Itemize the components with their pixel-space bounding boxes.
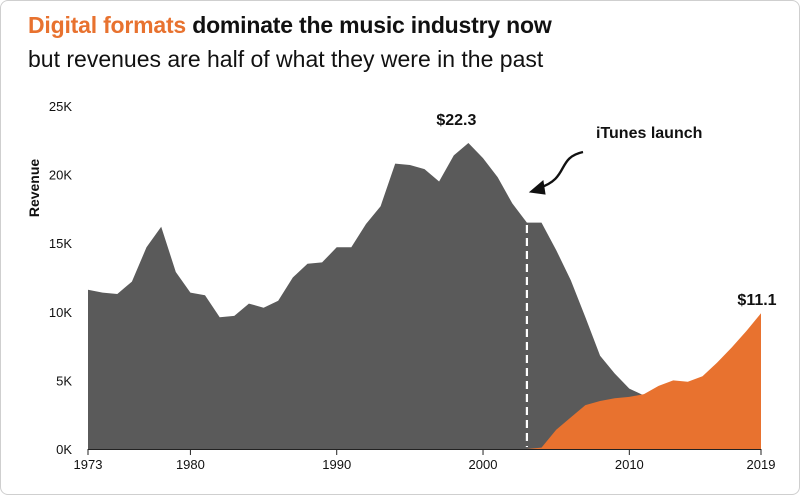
x-tick-label: 2000: [469, 457, 498, 472]
y-tick-label: 5K: [56, 373, 72, 388]
itunes-launch-label: iTunes launch: [596, 125, 702, 142]
y-tick-label: 0K: [56, 442, 72, 457]
y-tick-label: 15K: [49, 236, 72, 251]
physical-area: [88, 143, 761, 449]
y-axis-label: Revenue: [26, 159, 42, 218]
peak-value-label: $22.3: [436, 112, 476, 129]
title-rest: dominate the music industry now: [186, 12, 552, 38]
y-tick-label: 20K: [49, 168, 72, 183]
chart-subtitle: but revenues are half of what they were …: [28, 46, 544, 72]
title-highlight: Digital formats: [28, 12, 187, 38]
x-tick-label: 1990: [322, 457, 351, 472]
y-tick-label: 10K: [49, 305, 72, 320]
itunes-arrow-head-icon: [528, 180, 546, 195]
area-layer: [88, 143, 761, 449]
x-tick-label: 2019: [747, 457, 776, 472]
digital-area: [88, 313, 761, 449]
x-tick-label: 1980: [176, 457, 205, 472]
x-tick-label: 1973: [74, 457, 103, 472]
annotation-layer: $22.3 $11.1 iTunes launch: [436, 112, 777, 447]
end-value-label: $11.1: [737, 292, 776, 309]
y-tick-label: 25K: [49, 99, 72, 114]
x-tick-label: 2010: [615, 457, 644, 472]
chart-title: Digital formats dominate the music indus…: [28, 12, 552, 39]
axes-layer: 1973 1980 1990 2000 2010 2019 0K 5K 10K 15K 20K 25K…: [26, 99, 775, 472]
itunes-arrow-icon: [538, 150, 584, 190]
